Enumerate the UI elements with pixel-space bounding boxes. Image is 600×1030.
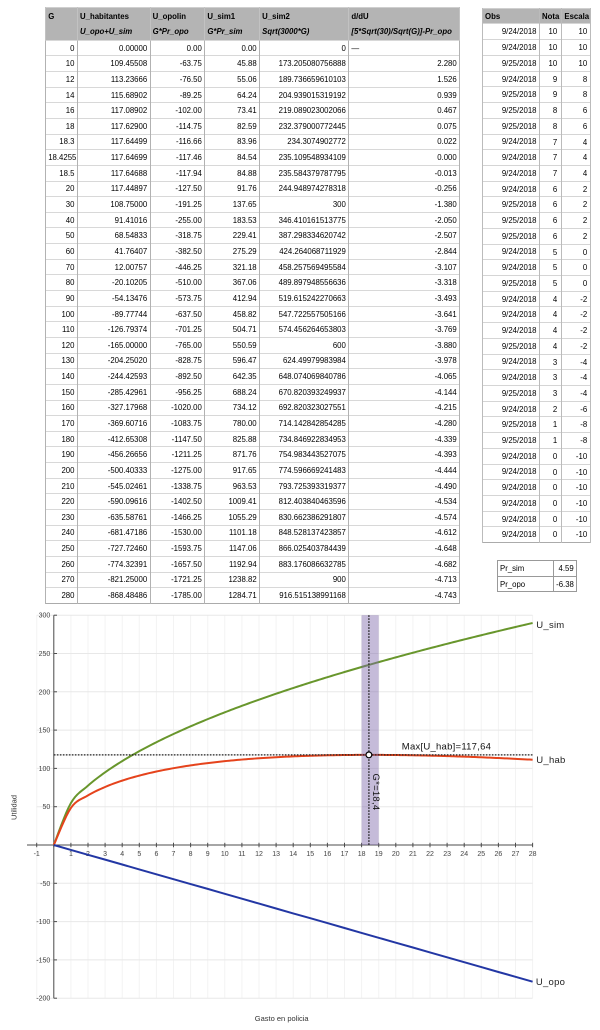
svg-text:3: 3 (103, 851, 107, 858)
svg-text:11: 11 (238, 851, 245, 858)
svg-text:-1: -1 (34, 851, 40, 858)
svg-text:13: 13 (272, 851, 280, 858)
svg-text:15: 15 (306, 851, 314, 858)
svg-text:9: 9 (206, 851, 210, 858)
svg-text:50: 50 (43, 804, 51, 811)
svg-text:200: 200 (39, 689, 51, 696)
svg-text:U_hab: U_hab (536, 755, 565, 766)
svg-text:17: 17 (341, 851, 349, 858)
svg-text:Max[U_hab]=117,64: Max[U_hab]=117,64 (402, 741, 491, 752)
svg-text:20: 20 (392, 851, 400, 858)
svg-text:25: 25 (477, 851, 485, 858)
svg-text:6: 6 (154, 851, 158, 858)
svg-text:26: 26 (495, 851, 503, 858)
svg-text:U_sim: U_sim (536, 620, 564, 631)
svg-text:10: 10 (221, 851, 229, 858)
svg-text:-50: -50 (40, 881, 50, 888)
svg-text:G*=18,4: G*=18,4 (370, 774, 381, 811)
svg-text:250: 250 (39, 651, 51, 658)
svg-text:12: 12 (255, 851, 263, 858)
svg-text:Utilidad: Utilidad (10, 795, 19, 820)
svg-text:300: 300 (39, 613, 51, 620)
svg-text:8: 8 (189, 851, 193, 858)
svg-text:-200: -200 (36, 996, 50, 1003)
svg-text:Gasto en policia: Gasto en policia (255, 1014, 310, 1023)
svg-text:7: 7 (172, 851, 176, 858)
svg-text:14: 14 (289, 851, 297, 858)
svg-text:-100: -100 (36, 919, 50, 926)
svg-text:-150: -150 (36, 957, 50, 964)
svg-text:16: 16 (324, 851, 332, 858)
svg-text:150: 150 (39, 728, 51, 735)
svg-text:28: 28 (529, 851, 537, 858)
svg-text:4: 4 (120, 851, 124, 858)
svg-text:23: 23 (443, 851, 451, 858)
svg-text:U_opo: U_opo (536, 977, 565, 988)
svg-text:18: 18 (358, 851, 366, 858)
svg-text:100: 100 (39, 766, 51, 773)
svg-text:19: 19 (375, 851, 383, 858)
svg-text:1: 1 (69, 851, 73, 858)
svg-text:5: 5 (137, 851, 141, 858)
svg-text:27: 27 (512, 851, 520, 858)
svg-text:24: 24 (460, 851, 468, 858)
svg-text:21: 21 (409, 851, 417, 858)
svg-text:22: 22 (426, 851, 434, 858)
